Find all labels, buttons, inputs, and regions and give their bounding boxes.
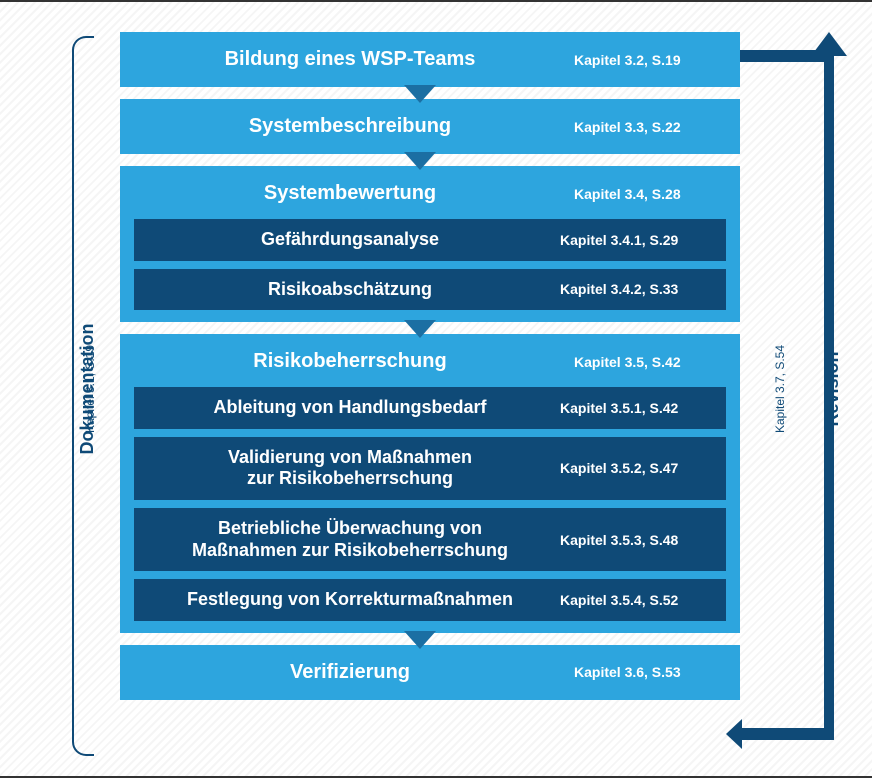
sub-step: Ableitung von HandlungsbedarfKapitel 3.5… [134,387,726,429]
step-block: SystembeschreibungKapitel 3.3, S.22 [120,99,740,154]
step-title: Bildung eines WSP-Teams [134,42,566,77]
down-arrow-icon [404,631,436,649]
step-block: VerifizierungKapitel 3.6, S.53 [120,645,740,700]
sub-step: Festlegung von KorrekturmaßnahmenKapitel… [134,579,726,621]
step-title: Risikobeherrschung [134,344,566,379]
diagram-canvas: Dokumentation Kapitel 3.1, S.19 Revision… [0,0,872,778]
sub-step: Validierung von Maßnahmenzur Risikobeher… [134,437,726,500]
step-title: Systembeschreibung [134,109,566,144]
step-block: Bildung eines WSP-TeamsKapitel 3.2, S.19 [120,32,740,87]
right-rail-label: Revision [822,351,843,426]
step-header: Bildung eines WSP-TeamsKapitel 3.2, S.19 [134,42,726,77]
down-arrow-icon [404,152,436,170]
step-ref: Kapitel 3.5, S.42 [566,354,726,370]
step-block: SystembewertungKapitel 3.4, S.28 Gefährdu… [120,166,740,322]
step-ref: Kapitel 3.6, S.53 [566,664,726,680]
step-header: RisikobeherrschungKapitel 3.5, S.42 [134,344,726,379]
sub-step-title: Betriebliche Überwachung vonMaßnahmen zu… [148,518,552,561]
step-header: SystembeschreibungKapitel 3.3, S.22 [134,109,726,144]
sub-step-ref: Kapitel 3.5.3, S.48 [552,532,712,548]
sub-step-ref: Kapitel 3.4.2, S.33 [552,281,712,297]
sub-step-ref: Kapitel 3.5.2, S.47 [552,460,712,476]
sub-step-title: Risikoabschätzung [148,279,552,301]
step-title: Systembewertung [134,176,566,211]
step-title: Verifizierung [134,655,566,690]
feedback-arrow-bottom-segment [740,728,834,740]
sub-step-title: Festlegung von Korrekturmaßnahmen [148,589,552,611]
down-arrow-icon [404,320,436,338]
sub-step-ref: Kapitel 3.5.1, S.42 [552,400,712,416]
sub-step-ref: Kapitel 3.5.4, S.52 [552,592,712,608]
sub-step-ref: Kapitel 3.4.1, S.29 [552,232,712,248]
sub-step: GefährdungsanalyseKapitel 3.4.1, S.29 [134,219,726,261]
step-ref: Kapitel 3.2, S.19 [566,52,726,68]
sub-step-title: Validierung von Maßnahmenzur Risikobeher… [148,447,552,490]
step-block: RisikobeherrschungKapitel 3.5, S.42 Ablei… [120,334,740,633]
right-rail-ref: Kapitel 3.7, S.54 [773,345,787,433]
feedback-arrow-head [811,32,847,56]
sub-step: RisikoabschätzungKapitel 3.4.2, S.33 [134,269,726,311]
left-rail-ref: Kapitel 3.1, S.19 [83,345,97,433]
feedback-arrow-tail [726,719,742,749]
sub-step: Betriebliche Überwachung vonMaßnahmen zu… [134,508,726,571]
sub-step-title: Ableitung von Handlungsbedarf [148,397,552,419]
step-ref: Kapitel 3.4, S.28 [566,186,726,202]
down-arrow-icon [404,85,436,103]
flow-column: Bildung eines WSP-TeamsKapitel 3.2, S.19… [120,32,740,700]
sub-step-title: Gefährdungsanalyse [148,229,552,251]
step-header: SystembewertungKapitel 3.4, S.28 [134,176,726,211]
step-header: VerifizierungKapitel 3.6, S.53 [134,655,726,690]
step-ref: Kapitel 3.3, S.22 [566,119,726,135]
